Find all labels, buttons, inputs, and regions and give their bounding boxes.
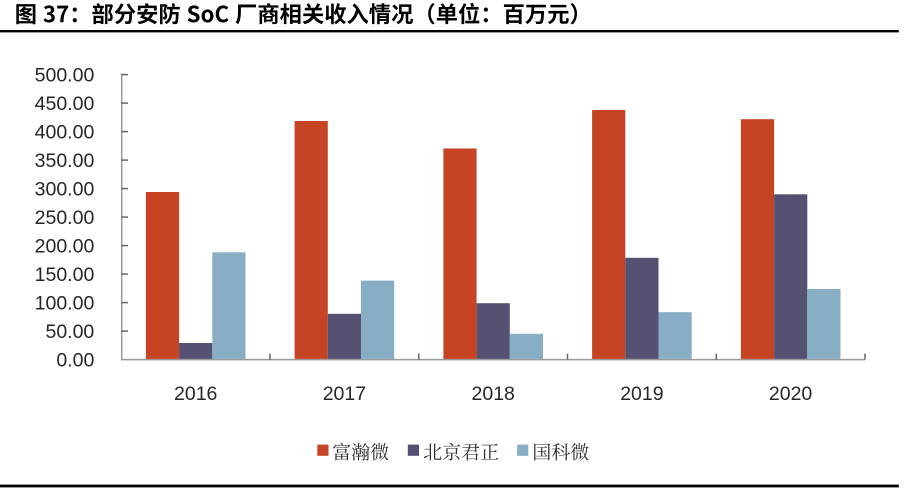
svg-text:250.00: 250.00 bbox=[35, 207, 95, 229]
svg-text:0.00: 0.00 bbox=[56, 350, 94, 372]
svg-text:300.00: 300.00 bbox=[35, 179, 95, 201]
svg-text:500.00: 500.00 bbox=[35, 65, 95, 87]
svg-text:2019: 2019 bbox=[620, 383, 663, 405]
svg-text:450.00: 450.00 bbox=[35, 93, 95, 115]
svg-text:100.00: 100.00 bbox=[35, 293, 95, 315]
svg-text:200.00: 200.00 bbox=[35, 236, 95, 258]
svg-text:400.00: 400.00 bbox=[35, 122, 95, 144]
svg-text:350.00: 350.00 bbox=[35, 150, 95, 172]
svg-text:50.00: 50.00 bbox=[45, 321, 94, 343]
svg-text:2018: 2018 bbox=[472, 383, 515, 405]
svg-text:2020: 2020 bbox=[769, 383, 813, 405]
svg-text:150.00: 150.00 bbox=[35, 264, 95, 286]
svg-text:2017: 2017 bbox=[323, 383, 366, 405]
svg-text:2016: 2016 bbox=[174, 383, 217, 405]
